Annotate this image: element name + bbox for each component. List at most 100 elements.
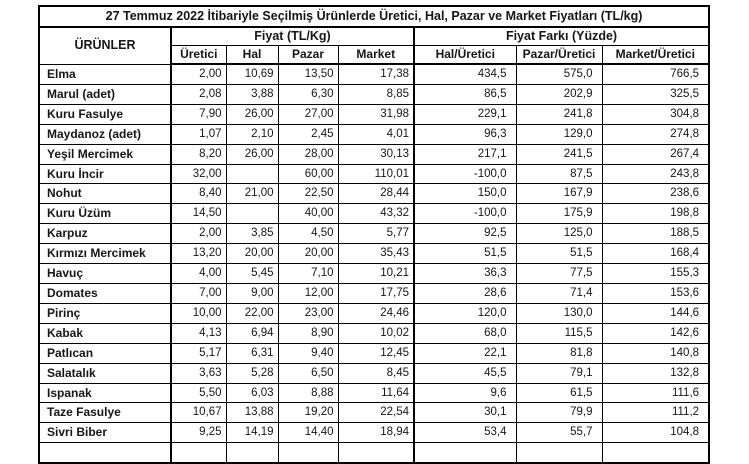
diff-cell: 87,5 (515, 163, 603, 185)
diff-cell: 79,1 (515, 362, 603, 384)
price-cell: 23,00 (277, 302, 339, 324)
price-cell: 2,45 (277, 123, 339, 145)
price-cell: 8,88 (277, 382, 339, 404)
table-row: Sivri Biber 9,25 14,19 14,40 18,94 53,4 55,7 10… (38, 422, 710, 444)
price-cell: 35,43 (337, 243, 415, 265)
price-cell: 17,75 (337, 282, 415, 304)
price-cell: 2,08 (170, 83, 227, 105)
diff-cell: 51,5 (515, 243, 603, 265)
diff-cell: 36,3 (413, 263, 517, 284)
diff-cell: 104,8 (601, 422, 710, 444)
table-title: 27 Temmuz 2022 İtibariyle Seçilmiş Ürünl… (38, 5, 710, 28)
price-cell: 3,85 (225, 223, 279, 245)
diff-cell: 111,2 (601, 402, 710, 424)
product-name: Karpuz (38, 223, 172, 245)
table-row: Kabak 4,13 6,94 8,90 10,02 68,0 115,5 142,6 (38, 322, 710, 344)
price-cell: 7,10 (277, 263, 339, 284)
price-cell: 18,94 (337, 422, 415, 444)
price-cell: 2,10 (225, 123, 279, 145)
diff-cell: 168,4 (601, 243, 710, 265)
product-name: Domates (38, 282, 172, 304)
price-table: 27 Temmuz 2022 İtibariyle Seçilmiş Ürünl… (38, 5, 711, 464)
table-row: Elma 2,00 10,69 13,50 17,38 434,5 575,0 766,5 (38, 63, 710, 85)
price-cell: 1,07 (170, 123, 227, 145)
diff-cell: -100,0 (413, 203, 517, 225)
diff-cell: -100,0 (413, 163, 517, 185)
price-cell: 20,00 (225, 243, 279, 265)
empty-cell (170, 442, 227, 463)
price-cell: 10,02 (337, 322, 415, 344)
diff-cell: 217,1 (413, 143, 517, 165)
diff-cell: 274,8 (601, 123, 710, 145)
price-cell: 40,00 (277, 203, 339, 225)
empty-cell (38, 442, 172, 464)
diff-cell: 229,1 (413, 103, 517, 125)
table-body: Elma 2,00 10,69 13,50 17,38 434,5 575,0 766,5 Ma… (38, 63, 710, 464)
price-cell: 5,17 (170, 342, 227, 364)
group-header-row: ÜRÜNLER Fiyat (TL/Kg) Fiyat Farkı (Yüzde… (38, 26, 710, 65)
price-cell: 24,46 (337, 302, 415, 324)
product-name: Yeşil Mercimek (38, 143, 172, 165)
price-cell: 8,85 (337, 83, 415, 105)
diff-cell: 167,9 (515, 183, 603, 205)
price-cell: 13,50 (277, 63, 339, 85)
price-cell: 32,00 (170, 163, 227, 185)
partial-row (38, 442, 710, 464)
diff-cell: 325,5 (601, 83, 710, 105)
price-cell: 31,98 (337, 103, 415, 125)
price-cell: 20,00 (277, 243, 339, 265)
product-name: Maydanoz (adet) (38, 123, 172, 145)
price-cell: 3,88 (225, 83, 279, 105)
diff-cell: 144,6 (601, 302, 710, 324)
table-row: Salatalık 3,63 5,28 6,50 8,45 45,5 79,1 132,8 (38, 362, 710, 384)
diff-group-header: Fiyat Farkı (Yüzde) (413, 26, 710, 46)
price-cell: 2,00 (170, 223, 227, 245)
product-name: Patlıcan (38, 342, 172, 364)
col-header-hal: Hal (225, 45, 279, 65)
diff-cell: 81,8 (515, 342, 603, 364)
table-row: Kuru İncir 32,00 60,00 110,01 -100,0 87,5 243,… (38, 163, 710, 185)
product-name: Havuç (38, 263, 172, 284)
price-cell: 4,13 (170, 322, 227, 344)
diff-cell: 243,8 (601, 163, 710, 185)
diff-cell: 434,5 (413, 63, 517, 85)
product-name: Salatalık (38, 362, 172, 384)
table-row: Havuç 4,00 5,45 7,10 10,21 36,3 77,5 155,3 (38, 263, 710, 284)
price-cell: 14,40 (277, 422, 339, 444)
price-cell: 19,20 (277, 402, 339, 424)
diff-cell: 96,3 (413, 123, 517, 145)
price-cell: 9,00 (225, 282, 279, 304)
diff-cell: 86,5 (413, 83, 517, 105)
diff-cell: 61,5 (515, 382, 603, 404)
diff-cell: 9,6 (413, 382, 517, 404)
diff-cell: 45,5 (413, 362, 517, 384)
price-cell: 110,01 (337, 163, 415, 185)
diff-cell: 77,5 (515, 263, 603, 284)
empty-cell (225, 442, 279, 463)
diff-cell: 79,9 (515, 402, 603, 424)
diff-cell: 150,0 (413, 183, 517, 205)
diff-cell: 111,6 (601, 382, 710, 404)
product-name: Kabak (38, 322, 172, 344)
price-cell: 13,20 (170, 243, 227, 265)
diff-cell: 238,6 (601, 183, 710, 205)
diff-cell: 241,8 (515, 103, 603, 125)
table-row: Patlıcan 5,17 6,31 9,40 12,45 22,1 81,8 140,8 (38, 342, 710, 364)
table-row: Karpuz 2,00 3,85 4,50 5,77 92,5 125,0 188,5 (38, 223, 710, 245)
title-row: 27 Temmuz 2022 İtibariyle Seçilmiş Ürünl… (38, 5, 710, 28)
price-cell: 6,31 (225, 342, 279, 364)
diff-cell: 304,8 (601, 103, 710, 125)
price-cell: 4,00 (170, 263, 227, 284)
diff-cell: 132,8 (601, 362, 710, 384)
price-cell: 5,28 (225, 362, 279, 384)
diff-cell: 53,4 (413, 422, 517, 444)
price-cell: 7,00 (170, 282, 227, 304)
price-cell: 17,38 (337, 63, 415, 85)
price-cell: 11,64 (337, 382, 415, 404)
price-cell: 28,44 (337, 183, 415, 205)
diff-cell: 175,9 (515, 203, 603, 225)
price-cell: 43,32 (337, 203, 415, 225)
sub-header-row: Üretici Hal Pazar Market Hal/Üretici Paz… (39, 45, 710, 65)
col-header-uretici: Üretici (170, 45, 227, 65)
diff-cell: 766,5 (601, 63, 710, 85)
